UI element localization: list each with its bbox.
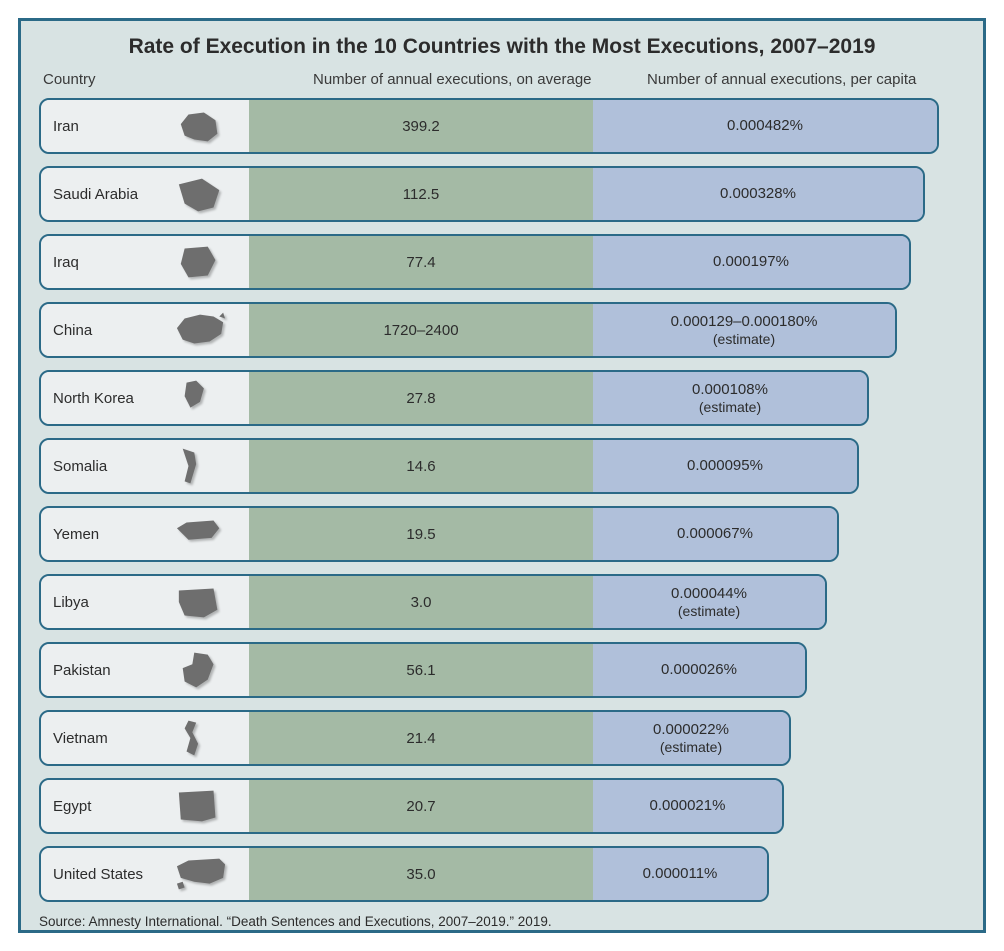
avg-cell: 21.4 <box>249 712 593 764</box>
percap-cell: 0.000067% <box>593 508 837 560</box>
country-label: Pakistan <box>53 662 163 679</box>
table-row: Vietnam21.40.000022%(estimate) <box>39 710 791 766</box>
country-map-icon <box>175 174 227 214</box>
avg-cell: 19.5 <box>249 508 593 560</box>
table-row: Iraq 77.4 0.000197% <box>39 234 911 290</box>
country-cell: Pakistan <box>41 644 249 696</box>
country-cell: Iran <box>41 100 249 152</box>
country-cell: Vietnam <box>41 712 249 764</box>
country-label: Egypt <box>53 798 163 815</box>
percap-cell: 0.000108%(estimate) <box>593 372 867 424</box>
avg-cell: 27.8 <box>249 372 593 424</box>
avg-cell: 20.7 <box>249 780 593 832</box>
table-row: Egypt 20.7 0.000021% <box>39 778 784 834</box>
country-cell: Somalia <box>41 440 249 492</box>
percap-value: 0.000095% <box>687 457 763 475</box>
country-map-icon <box>175 582 227 622</box>
country-label: Saudi Arabia <box>53 186 163 203</box>
country-cell: China <box>41 304 249 356</box>
percap-cell: 0.000482% <box>593 100 937 152</box>
country-label: Yemen <box>53 526 163 543</box>
table-row: Yemen 19.5 0.000067% <box>39 506 839 562</box>
country-cell: North Korea <box>41 372 249 424</box>
avg-cell: 77.4 <box>249 236 593 288</box>
percap-value: 0.000328% <box>720 185 796 203</box>
percap-value: 0.000021% <box>650 797 726 815</box>
country-map-icon <box>175 650 227 690</box>
header-avg: Number of annual executions, on average <box>253 71 627 88</box>
country-map-icon <box>175 446 227 486</box>
percap-cell: 0.000021% <box>593 780 782 832</box>
country-map-icon <box>175 106 227 146</box>
country-map-icon <box>175 514 227 554</box>
percap-value: 0.000129–0.000180% <box>671 313 818 331</box>
country-label: Iraq <box>53 254 163 271</box>
header-country: Country <box>43 71 253 88</box>
country-label: China <box>53 322 163 339</box>
percap-estimate: (estimate) <box>660 739 722 756</box>
avg-cell: 3.0 <box>249 576 593 628</box>
table-row: North Korea27.80.000108%(estimate) <box>39 370 869 426</box>
table-row: Somalia 14.6 0.000095% <box>39 438 859 494</box>
percap-cell: 0.000011% <box>593 848 767 900</box>
country-cell: Saudi Arabia <box>41 168 249 220</box>
country-cell: Libya <box>41 576 249 628</box>
rows-container: Iran 399.2 0.000482% Saudi Arabia 112.5 0.000… <box>39 98 965 902</box>
table-row: China1720–24000.000129–0.000180%(estimat… <box>39 302 897 358</box>
percap-cell: 0.000044%(estimate) <box>593 576 825 628</box>
country-label: Vietnam <box>53 730 163 747</box>
percap-value: 0.000482% <box>727 117 803 135</box>
country-label: Somalia <box>53 458 163 475</box>
percap-cell: 0.000129–0.000180%(estimate) <box>593 304 895 356</box>
percap-estimate: (estimate) <box>713 331 775 348</box>
country-map-icon <box>175 242 227 282</box>
table-row: Saudi Arabia 112.5 0.000328% <box>39 166 925 222</box>
percap-value: 0.000197% <box>713 253 789 271</box>
percap-cell: 0.000197% <box>593 236 909 288</box>
table-row: Pakistan 56.1 0.000026% <box>39 642 807 698</box>
country-label: North Korea <box>53 390 163 407</box>
country-cell: Iraq <box>41 236 249 288</box>
country-cell: Yemen <box>41 508 249 560</box>
avg-cell: 1720–2400 <box>249 304 593 356</box>
country-label: Iran <box>53 118 163 135</box>
source-text: Source: Amnesty International. “Death Se… <box>39 914 965 929</box>
column-headers: Country Number of annual executions, on … <box>39 71 965 88</box>
percap-value: 0.000022% <box>653 721 729 739</box>
country-label: Libya <box>53 594 163 611</box>
country-map-icon <box>175 786 227 826</box>
percap-cell: 0.000026% <box>593 644 805 696</box>
percap-cell: 0.000095% <box>593 440 857 492</box>
avg-cell: 399.2 <box>249 100 593 152</box>
country-map-icon <box>175 718 227 758</box>
table-row: Libya3.00.000044%(estimate) <box>39 574 827 630</box>
avg-cell: 14.6 <box>249 440 593 492</box>
percap-value: 0.000011% <box>643 865 718 883</box>
percap-value: 0.000108% <box>692 381 768 399</box>
table-row: United States 35.0 0.000011% <box>39 846 769 902</box>
table-row: Iran 399.2 0.000482% <box>39 98 939 154</box>
avg-cell: 56.1 <box>249 644 593 696</box>
country-map-icon <box>175 378 227 418</box>
percap-estimate: (estimate) <box>678 603 740 620</box>
header-percap: Number of annual executions, per capita <box>627 71 961 88</box>
avg-cell: 35.0 <box>249 848 593 900</box>
country-map-icon <box>175 310 227 350</box>
percap-estimate: (estimate) <box>699 399 761 416</box>
percap-cell: 0.000328% <box>593 168 923 220</box>
percap-value: 0.000067% <box>677 525 753 543</box>
country-label: United States <box>53 866 163 883</box>
avg-cell: 112.5 <box>249 168 593 220</box>
chart-panel: Rate of Execution in the 10 Countries wi… <box>18 18 986 933</box>
chart-title: Rate of Execution in the 10 Countries wi… <box>39 35 965 59</box>
percap-cell: 0.000022%(estimate) <box>593 712 789 764</box>
percap-value: 0.000044% <box>671 585 747 603</box>
country-cell: Egypt <box>41 780 249 832</box>
percap-value: 0.000026% <box>661 661 737 679</box>
country-map-icon <box>175 854 227 894</box>
country-cell: United States <box>41 848 249 900</box>
